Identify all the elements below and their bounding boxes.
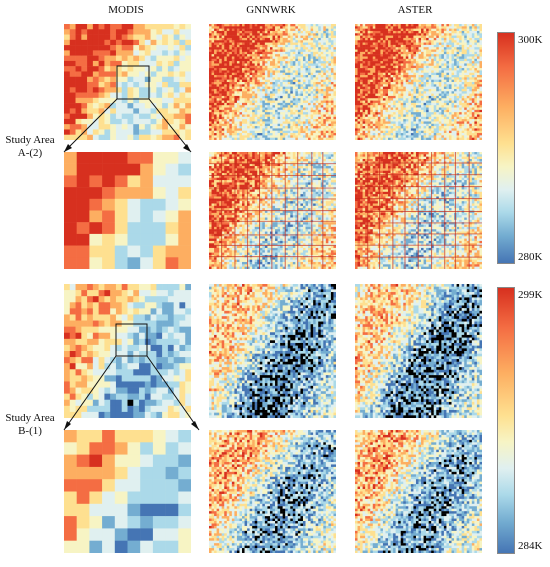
tile-b-modis-overview	[64, 284, 191, 418]
tile-a-gnnwrk-overview	[209, 24, 336, 140]
study-area-a-label-line1: Study Area	[2, 134, 58, 147]
study-area-b-label: Study Area B-(1)	[2, 412, 58, 438]
column-title-modis: MODIS	[66, 4, 186, 16]
colorbar-a-max-label: 300K	[518, 34, 542, 46]
tile-a-aster-overview	[355, 24, 482, 140]
tile-b-aster-zoom	[355, 430, 482, 553]
study-area-b-label-line2: B-(1)	[2, 425, 58, 438]
tile-a-gnnwrk-zoom	[209, 152, 336, 269]
colorbar-b-min-label: 284K	[518, 540, 542, 552]
zoom-arrow-b-right	[191, 421, 199, 430]
tile-a-modis-overview	[64, 24, 191, 140]
tile-b-modis-zoom	[64, 430, 191, 553]
study-area-a-label: Study Area A-(2)	[2, 134, 58, 160]
tile-b-gnnwrk-zoom	[209, 430, 336, 553]
colorbar-b	[497, 287, 515, 554]
colorbar-a-min-label: 280K	[518, 251, 542, 263]
tile-b-aster-overview	[355, 284, 482, 418]
column-title-gnnwrk: GNNWRK	[211, 4, 331, 16]
column-title-aster: ASTER	[355, 4, 475, 16]
zoom-arrow-a-left	[64, 144, 72, 152]
colorbar-b-max-label: 299K	[518, 289, 542, 301]
zoom-arrow-b-left	[64, 421, 71, 430]
colorbar-a	[497, 32, 515, 264]
tile-a-aster-zoom	[355, 152, 482, 269]
study-area-a-label-line2: A-(2)	[2, 147, 58, 160]
study-area-b-label-line1: Study Area	[2, 412, 58, 425]
tile-a-modis-zoom	[64, 152, 191, 269]
zoom-arrow-a-right	[183, 144, 191, 152]
tile-b-gnnwrk-overview	[209, 284, 336, 418]
